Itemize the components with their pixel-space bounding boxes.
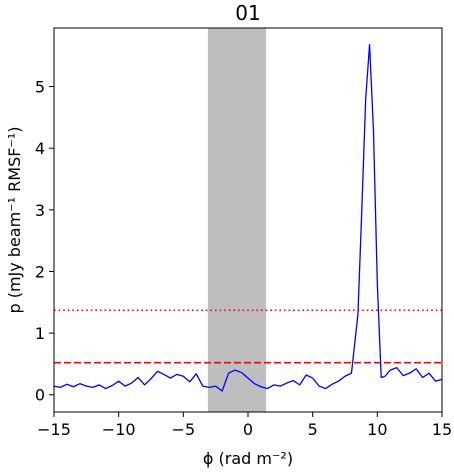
x-tick-label: 0 <box>243 420 253 439</box>
x-axis-ticks: −15 −10 −5 0 5 10 15 <box>37 412 452 439</box>
threshold-lines-layer <box>54 309 442 364</box>
series-line <box>53 43 443 392</box>
x-tick-label: 5 <box>308 420 318 439</box>
y-axis-ticks: 0 1 2 3 4 5 <box>35 78 54 405</box>
x-tick-label: −15 <box>37 420 71 439</box>
y-tick-label: 2 <box>35 262 45 281</box>
y-tick-label: 3 <box>35 201 45 220</box>
chart-title: 01 <box>235 1 260 25</box>
y-tick-label: 1 <box>35 324 45 343</box>
x-tick-label: 10 <box>367 420 387 439</box>
y-tick-label: 0 <box>35 386 45 405</box>
y-tick-label: 5 <box>35 78 45 97</box>
x-tick-label: −5 <box>172 420 196 439</box>
x-tick-label: −10 <box>102 420 136 439</box>
x-axis-label: ϕ (rad m⁻²) <box>203 449 293 468</box>
shaded-band <box>207 28 267 412</box>
y-axis-label: p (mJy beam⁻¹ RMSF⁻¹) <box>5 126 24 313</box>
shaded-band-layer <box>207 28 267 412</box>
series-layer <box>53 43 443 392</box>
x-tick-label: 15 <box>432 420 452 439</box>
y-tick-label: 4 <box>35 139 45 158</box>
